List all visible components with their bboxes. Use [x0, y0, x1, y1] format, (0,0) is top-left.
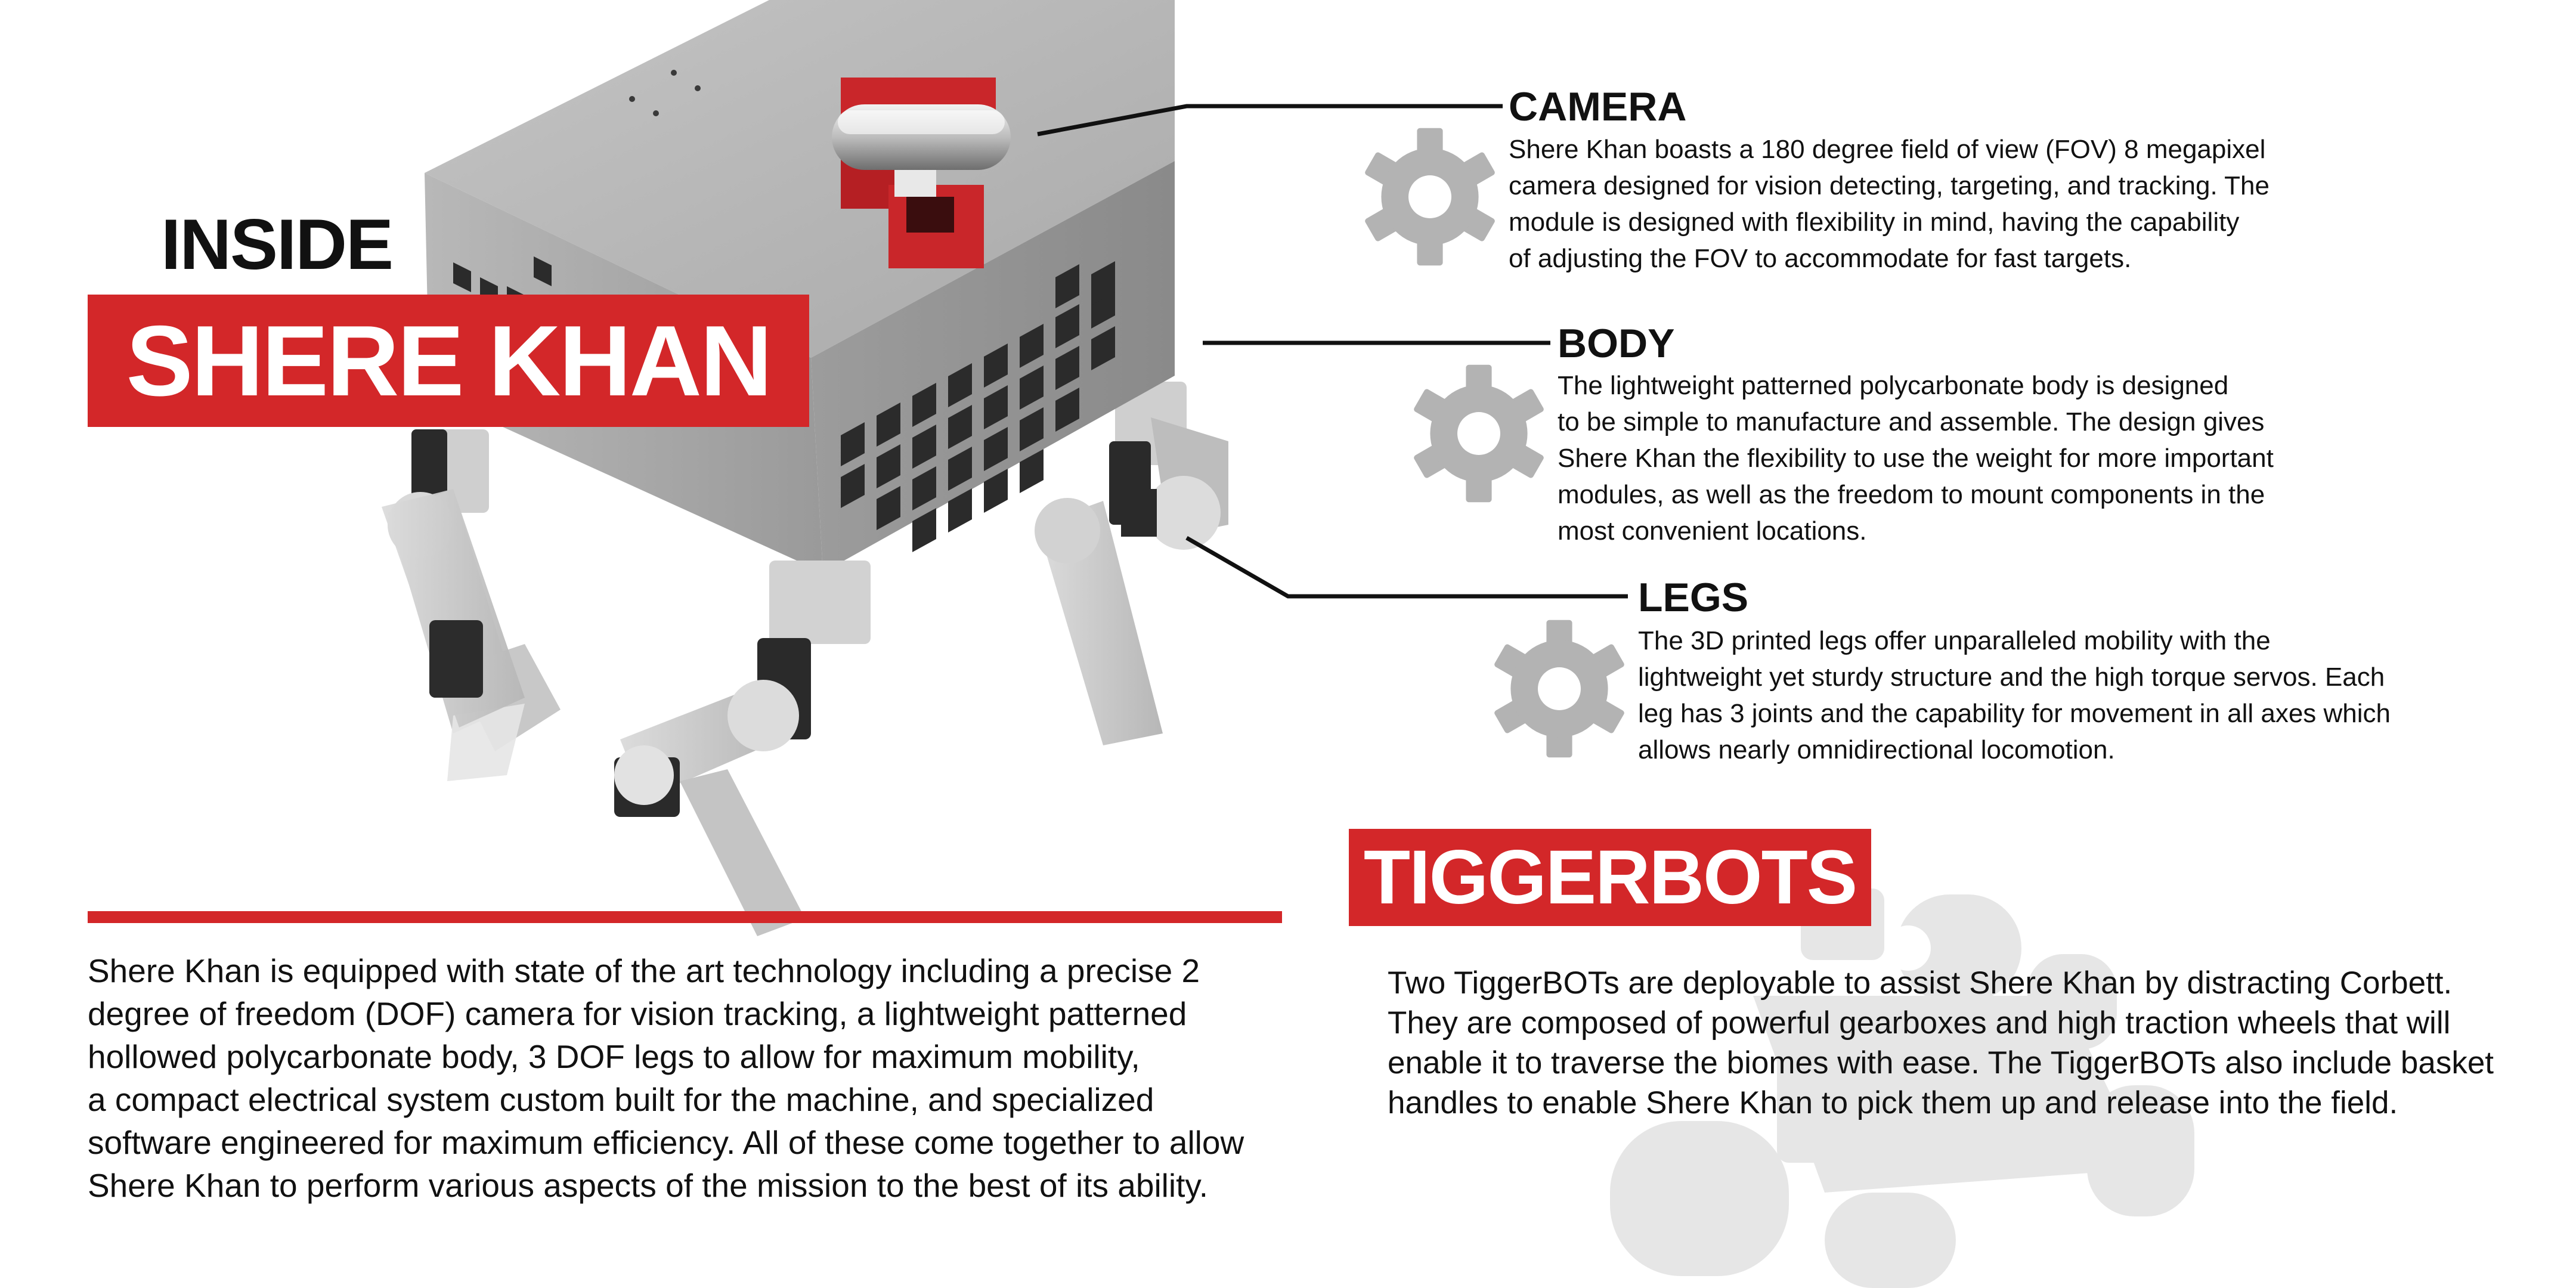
body-right-vents	[841, 261, 1115, 552]
intro-paragraph: Shere Khan is equipped with state of the…	[88, 949, 1340, 1207]
body-text-line: most convenient locations.	[1558, 516, 1867, 546]
legs-text-line: leg has 3 joints and the capability for …	[1638, 699, 2391, 728]
tiggerbots-text-line: handles to enable Shere Khan to pick the…	[1388, 1085, 2398, 1120]
title-inside: INSIDE	[161, 205, 394, 284]
camera-heading: CAMERA	[1509, 84, 1687, 129]
intro-divider	[88, 911, 1282, 923]
camera-leader-line	[1037, 104, 1503, 137]
tiggerbots-heading: TIGGERBOTS	[1363, 834, 1857, 920]
body-text-line: The lightweight patterned polycarbonate …	[1558, 371, 2229, 400]
body-description: The lightweight patterned polycarbonate …	[1558, 367, 2452, 549]
body-text-line: to be simple to manufacture and assemble…	[1558, 407, 2265, 436]
legs-description: The 3D printed legs offer unparalleled m…	[1638, 623, 2556, 768]
intro-text-line: a compact electrical system custom built…	[88, 1081, 1154, 1118]
leg-back-right	[1035, 382, 1228, 745]
tiggerbot-illustration	[1610, 888, 2194, 1288]
title-banner: SHERE KHAN	[88, 295, 809, 427]
body-text-line: modules, as well as the freedom to mount…	[1558, 480, 2265, 509]
tiggerbots-text-line: Two TiggerBOTs are deployable to assist …	[1388, 965, 2453, 1001]
legs-heading: LEGS	[1638, 575, 1749, 620]
camera-description: Shere Khan boasts a 180 degree field of …	[1509, 131, 2403, 277]
legs-text-line: The 3D printed legs offer unparalleled m…	[1638, 626, 2271, 655]
body-heading: BODY	[1558, 321, 1675, 366]
camera-text-line: of adjusting the FOV to accommodate for …	[1509, 244, 2132, 273]
tiggerbots-banner: TIGGERBOTS	[1349, 829, 1871, 926]
leg-front	[614, 561, 871, 936]
leg-left-front	[382, 489, 525, 727]
legs-leader-line	[1185, 535, 1628, 599]
camera-text-line: module is designed with flexibility in m…	[1509, 208, 2240, 237]
tiggerbots-text-line: enable it to traverse the biomes with ea…	[1388, 1045, 2494, 1080]
body-top-screws	[629, 70, 701, 116]
camera-text-line: camera designed for vision detecting, ta…	[1509, 171, 2270, 200]
gear-icon	[1494, 620, 1624, 758]
body-text-line: Shere Khan the flexibility to use the we…	[1558, 444, 2274, 473]
legs-text-line: allows nearly omnidirectional locomotion…	[1638, 735, 2115, 764]
tiggerbots-text-line: They are composed of powerful gearboxes …	[1388, 1005, 2451, 1041]
intro-text-line: software engineered for maximum efficien…	[88, 1124, 1244, 1161]
gear-icon	[1414, 364, 1544, 503]
intro-text-line: hollowed polycarbonate body, 3 DOF legs …	[88, 1038, 1140, 1075]
intro-text-line: Shere Khan is equipped with state of the…	[88, 952, 1200, 989]
title-name: SHERE KHAN	[126, 305, 773, 417]
camera-module	[832, 78, 1011, 268]
intro-text-line: degree of freedom (DOF) camera for visio…	[88, 995, 1187, 1032]
tiggerbots-description: Two TiggerBOTs are deployable to assist …	[1388, 963, 2550, 1123]
legs-text-line: lightweight yet sturdy structure and the…	[1638, 662, 2385, 692]
camera-text-line: Shere Khan boasts a 180 degree field of …	[1509, 135, 2266, 164]
gear-icon	[1365, 128, 1495, 266]
intro-text-line: Shere Khan to perform various aspects of…	[88, 1167, 1209, 1204]
